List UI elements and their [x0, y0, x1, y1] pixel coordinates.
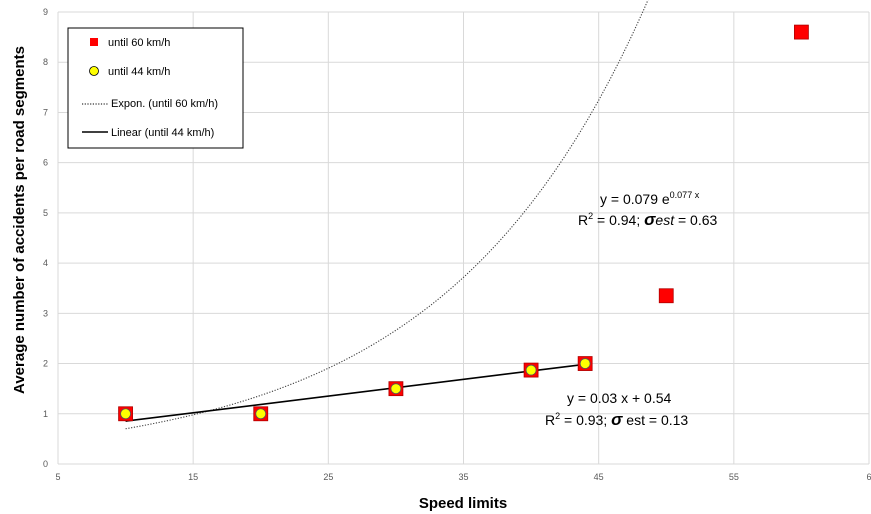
circle-point [255, 408, 267, 420]
legend-label-linear: Linear (until 44 km/h) [111, 127, 214, 139]
y-tick-label: 5 [43, 208, 48, 218]
exp-fit-stats: R2 = 0.94; σest = 0.63 [578, 210, 718, 229]
data-points [118, 24, 809, 422]
x-tick-label: 15 [188, 472, 198, 482]
exponential-trendline [125, 0, 649, 430]
linear-trendline [125, 363, 586, 422]
x-axis-title: Speed limits [419, 495, 507, 512]
legend: until 60 km/h until 44 km/h Expon. (unti… [67, 27, 244, 149]
circle-point [120, 408, 131, 420]
y-axis-title: Average number of accidents per road seg… [11, 46, 28, 394]
x-tick-label: 6 [866, 472, 871, 482]
y-tick-label: 3 [43, 308, 48, 318]
y-tick-label: 2 [43, 359, 48, 369]
circle-point [579, 358, 591, 369]
square-point [794, 24, 809, 40]
x-tick-label: 45 [594, 472, 604, 482]
y-tick-label: 4 [43, 258, 48, 268]
legend-label-expon: Expon. (until 60 km/h) [111, 98, 218, 110]
y-tick-label: 6 [43, 158, 48, 168]
x-tick-labels: 5 15 25 35 45 55 6 [55, 472, 871, 482]
lin-fit-stats: R2 = 0.93; σ est = 0.13 [545, 410, 688, 429]
x-tick-label: 25 [323, 472, 333, 482]
legend-box [67, 27, 244, 149]
y-tick-label: 1 [43, 409, 48, 419]
square-point [658, 288, 674, 304]
exp-equation: y = 0.079 e0.077 x [600, 190, 700, 207]
y-tick-label: 0 [43, 459, 48, 469]
legend-marker-circle [89, 66, 99, 76]
legend-label-until-44: until 44 km/h [108, 66, 170, 78]
legend-marker-square [90, 38, 98, 46]
legend-label-until-60: until 60 km/h [108, 37, 170, 49]
trendlines [125, 0, 649, 430]
circle-point [525, 364, 537, 376]
y-tick-labels: 0 1 2 3 4 5 6 7 8 9 [43, 7, 48, 469]
circle-point [390, 383, 402, 395]
x-tick-label: 35 [458, 472, 468, 482]
lin-equation: y = 0.03 x + 0.54 [567, 390, 672, 406]
x-tick-label: 5 [55, 472, 60, 482]
y-tick-label: 7 [43, 107, 48, 117]
x-tick-label: 55 [729, 472, 739, 482]
y-tick-label: 9 [43, 7, 48, 17]
y-tick-label: 8 [43, 57, 48, 67]
